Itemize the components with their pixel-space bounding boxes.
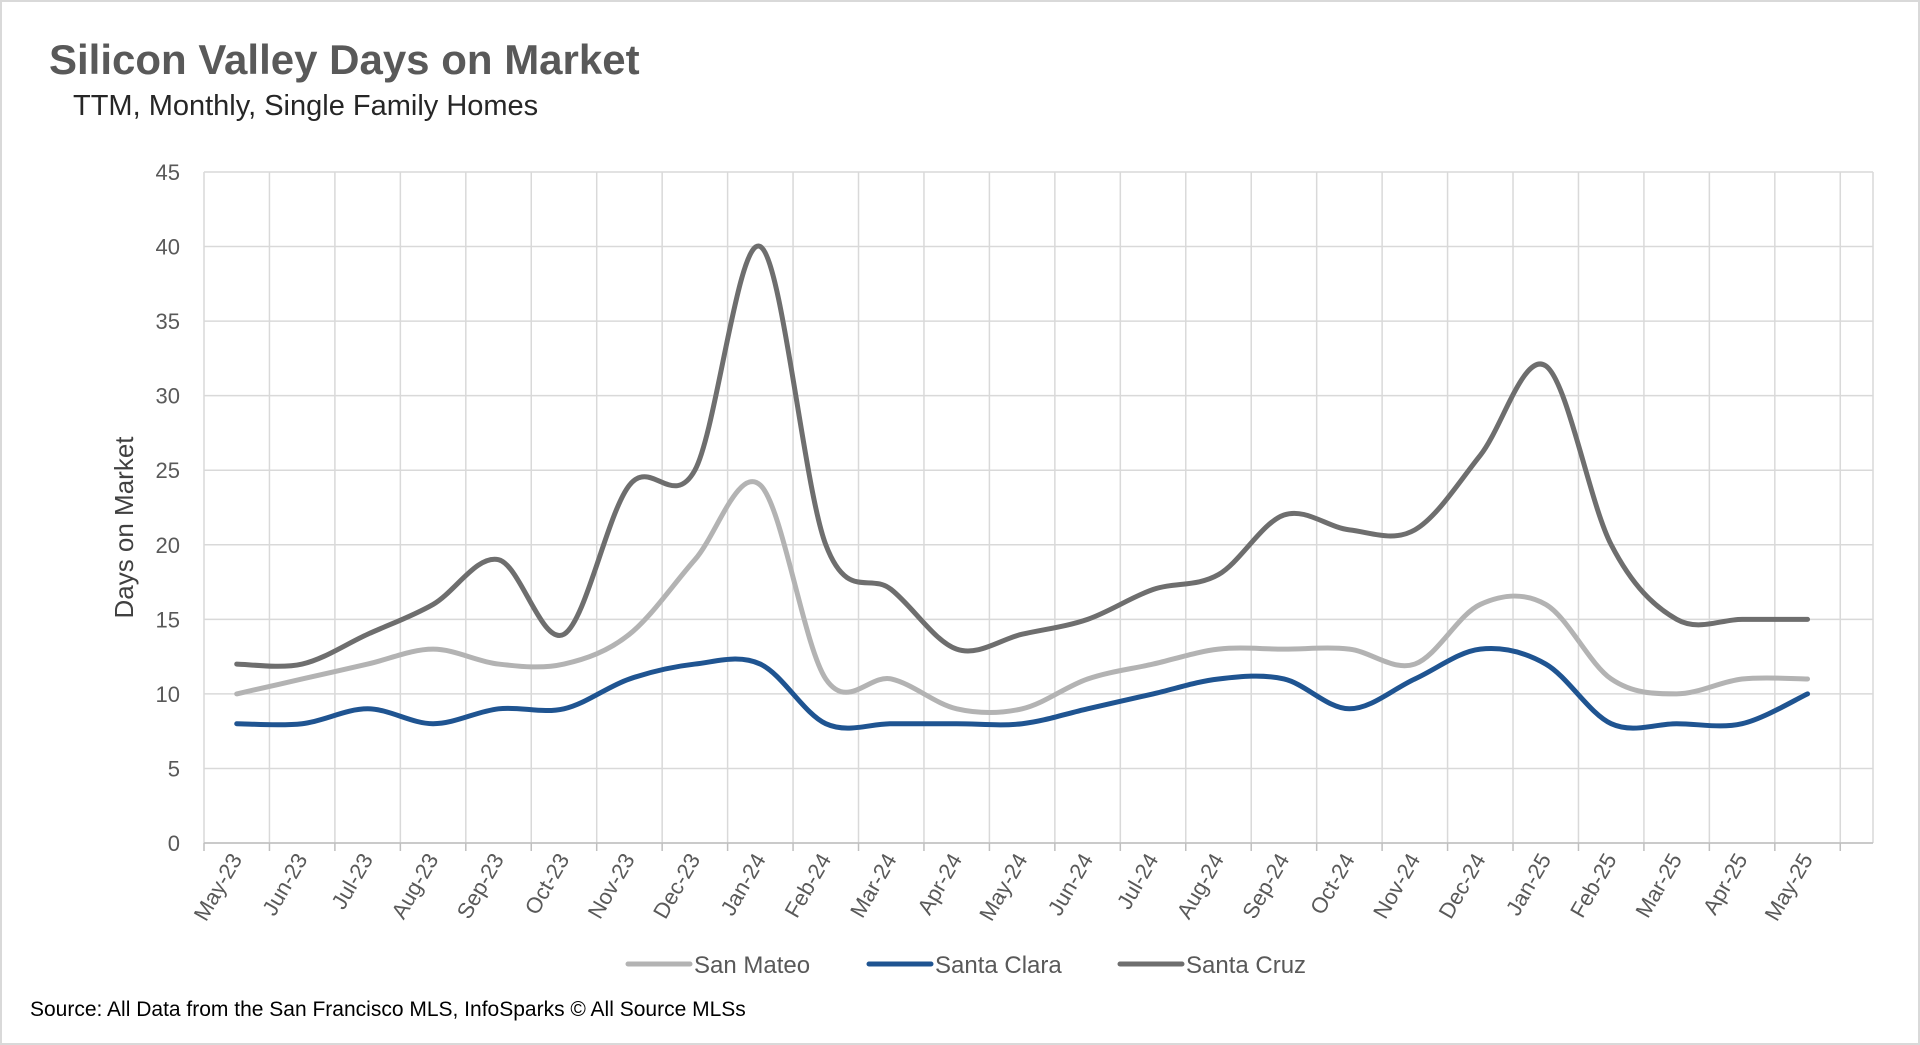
x-tick-label: May-23 — [189, 849, 247, 925]
x-tick-label: Jan-25 — [1501, 849, 1556, 920]
legend-label-san-mateo: San Mateo — [694, 952, 810, 979]
x-tick-label: Oct-24 — [1305, 849, 1360, 919]
source-note: Source: All Data from the San Francisco … — [30, 998, 746, 1021]
y-tick-label: 40 — [156, 235, 180, 260]
x-tick-label: Jun-23 — [257, 849, 312, 920]
x-tick-label: Nov-24 — [1368, 849, 1425, 923]
x-tick-label: May-25 — [1760, 849, 1818, 925]
x-tick-label: Jun-24 — [1043, 849, 1098, 920]
y-tick-label: 15 — [156, 607, 180, 632]
series-line-santa-cruz — [234, 243, 1811, 669]
x-tick-label: Sep-24 — [1237, 849, 1294, 923]
x-tick-label: Aug-24 — [1172, 849, 1229, 923]
x-tick-label: Feb-24 — [780, 849, 837, 922]
y-tick-label: 0 — [168, 831, 180, 856]
y-axis-ticks: 0 5 10 15 20 25 30 35 40 45 — [156, 160, 180, 856]
x-tick-label: Mar-25 — [1630, 849, 1686, 922]
x-tick-label: May-24 — [974, 849, 1032, 925]
legend-label-santa-cruz: Santa Cruz — [1186, 952, 1306, 979]
x-tick-label: Jan-24 — [715, 849, 770, 920]
y-tick-label: 20 — [156, 533, 180, 558]
x-tick-label: Jul-23 — [326, 849, 378, 913]
x-tick-label: Jul-24 — [1112, 849, 1164, 913]
chart-subtitle: TTM, Monthly, Single Family Homes — [73, 90, 539, 122]
chart-title: Silicon Valley Days on Market — [49, 36, 640, 83]
x-tick-label: Sep-23 — [452, 849, 509, 923]
x-tick-label: Apr-25 — [1698, 849, 1753, 919]
y-tick-label: 25 — [156, 458, 180, 483]
legend: San Mateo Santa Clara Santa Cruz — [625, 952, 1306, 979]
y-tick-label: 35 — [156, 309, 180, 334]
x-tick-label: Nov-23 — [583, 849, 640, 923]
x-tick-label: Dec-23 — [648, 849, 705, 923]
x-axis-ticks: May-23 Jun-23 Jul-23 Aug-23 Sep-23 Oct-23 Nov-… — [189, 849, 1818, 925]
x-tick-label: Oct-23 — [520, 849, 575, 919]
y-tick-label: 5 — [168, 756, 180, 781]
x-tick-label: Aug-23 — [386, 849, 443, 923]
legend-label-santa-clara: Santa Clara — [935, 952, 1062, 979]
x-tick-label: Feb-25 — [1565, 849, 1622, 922]
x-tick-label: Apr-24 — [912, 849, 967, 919]
gridlines — [203, 171, 1874, 851]
x-tick-label: Dec-24 — [1434, 849, 1491, 923]
series-line-san-mateo — [234, 479, 1811, 715]
y-tick-label: 10 — [156, 682, 180, 707]
series-line-santa-clara — [234, 646, 1811, 731]
y-tick-label: 45 — [156, 160, 180, 185]
series-lines — [234, 243, 1811, 731]
x-tick-label: Mar-24 — [845, 849, 901, 922]
y-axis-label: Days on Market — [109, 436, 139, 619]
y-tick-label: 30 — [156, 384, 180, 409]
